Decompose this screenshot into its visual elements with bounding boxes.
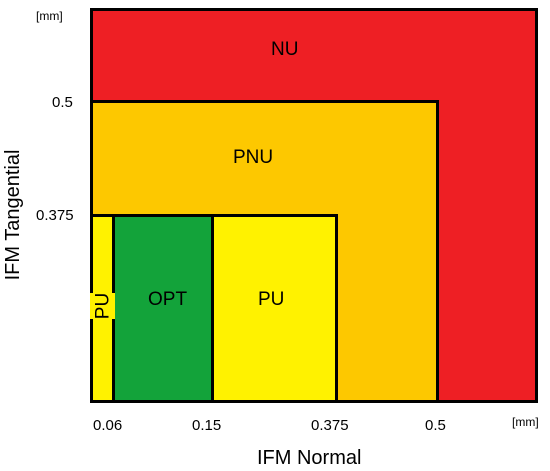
- zone-nu-label: NU: [271, 39, 299, 60]
- x-tick-label: 0.06: [93, 417, 123, 434]
- zone-pnu-label: PNU: [233, 147, 274, 168]
- y-tick-label: 0.375: [36, 207, 74, 224]
- x-tick-label: 0.375: [311, 417, 349, 434]
- zone-pu-left-label: PU: [92, 292, 113, 320]
- x-axis-unit: [mm]: [512, 415, 539, 429]
- zone-pu-right-label: PU: [258, 289, 285, 310]
- zone-pu-right: [211, 214, 338, 403]
- x-axis-title: IFM Normal: [257, 447, 362, 469]
- y-axis-unit: [mm]: [36, 9, 63, 23]
- x-tick-label: 0.15: [192, 417, 222, 434]
- x-tick-label: 0.5: [425, 417, 446, 434]
- zone-opt-label: OPT: [148, 289, 188, 310]
- y-tick-label: 0.5: [52, 94, 73, 111]
- y-axis-title: IFM Tangential: [2, 149, 24, 281]
- zone-pu-left-label-box: PU: [90, 293, 115, 319]
